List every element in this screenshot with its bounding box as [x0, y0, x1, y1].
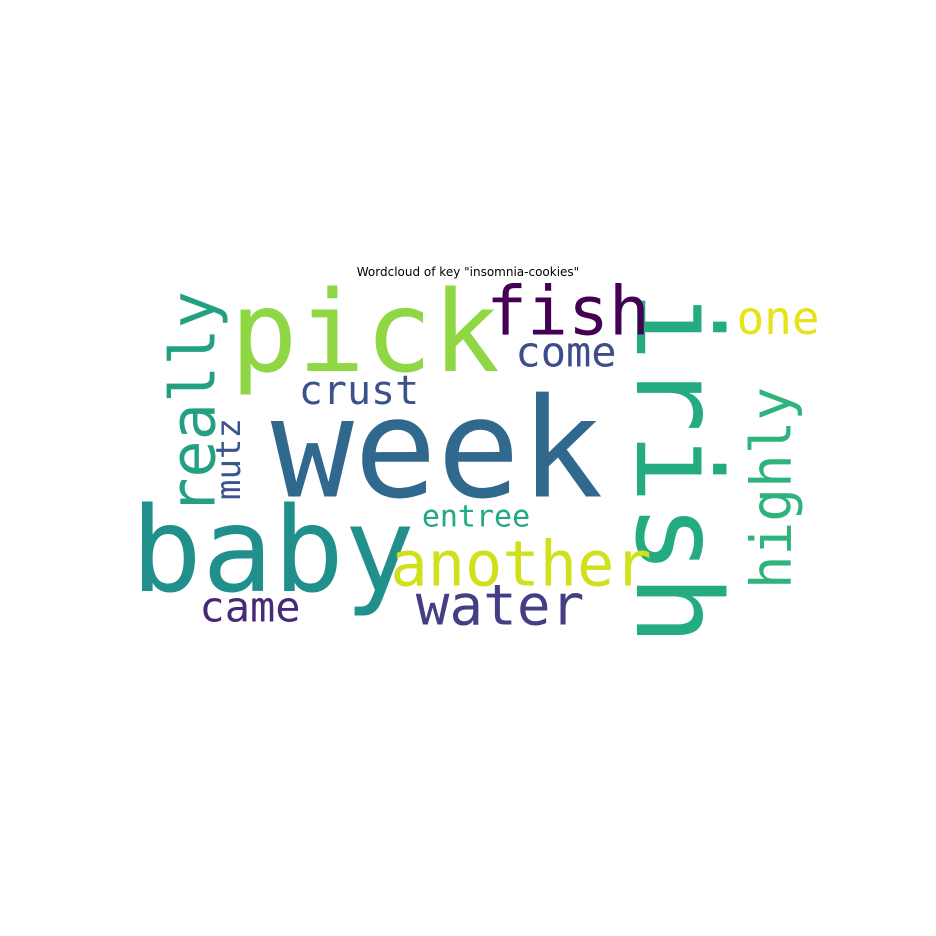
word-mutz: mutz [209, 418, 249, 500]
word-fish: fish [486, 273, 650, 352]
word-baby: baby [131, 481, 415, 619]
word-week: week [271, 369, 603, 530]
word-water: water [416, 574, 585, 639]
word-came: came [199, 583, 300, 632]
word-pick: pick [230, 268, 500, 398]
word-another: another [390, 528, 651, 601]
word-highly: highly [740, 387, 805, 589]
word-crust: crust [299, 368, 419, 414]
word-irish: irish [609, 290, 747, 645]
word-come: come [515, 328, 616, 377]
chart-title: Wordcloud of key "insomnia-cookies" [356, 265, 580, 279]
word-entree: entree [422, 500, 530, 535]
word-really: really [157, 291, 230, 515]
word-one: one [736, 291, 819, 345]
